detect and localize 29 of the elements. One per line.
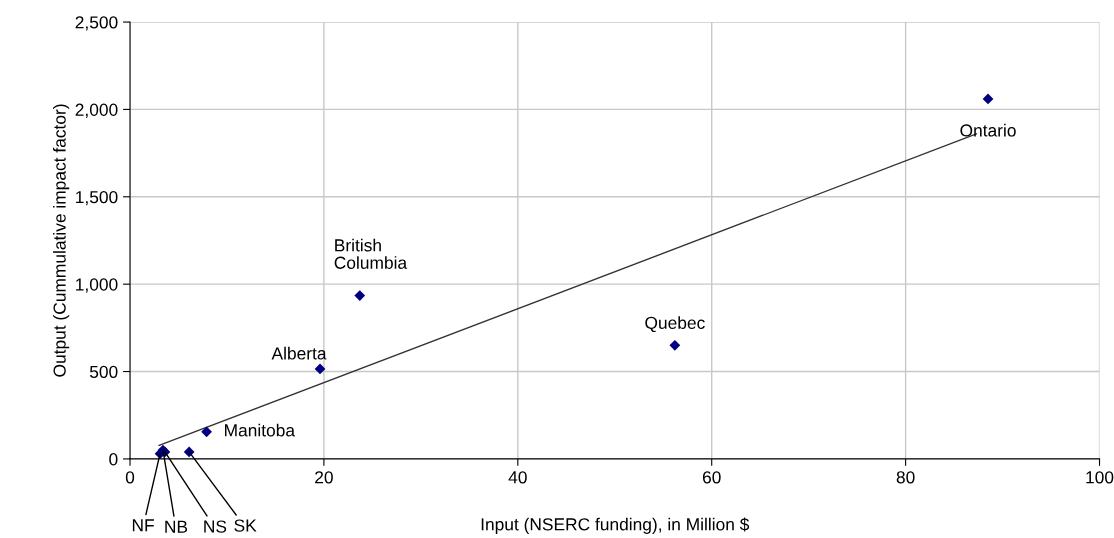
- annotation: NF: [132, 519, 154, 532]
- point: [354, 290, 366, 301]
- x-tick-label: 80: [896, 471, 915, 484]
- y-tick-label: 500: [89, 365, 118, 378]
- y-tick-label: 1,000: [76, 278, 118, 293]
- annotation: NB: [165, 520, 188, 533]
- point: [982, 93, 994, 105]
- annotation: Manitoba: [225, 423, 296, 437]
- x-tick-label: 100: [1086, 471, 1114, 484]
- x-axis-title: Input (NSERC funding), in Million $: [481, 517, 750, 534]
- point: [669, 339, 681, 351]
- point: [183, 446, 195, 458]
- y-tick-label: 0: [109, 453, 118, 466]
- y-tick-label: 2,000: [75, 103, 118, 118]
- x-tick-label: 60: [702, 471, 721, 484]
- annotation: Quebec: [645, 316, 705, 333]
- annotation: Alberta: [271, 346, 327, 360]
- y-tick-label: 1,500: [76, 190, 118, 206]
- x-tick-label: 40: [508, 471, 527, 484]
- annotation: British Columbia: [334, 238, 408, 269]
- x-tick-label: 20: [315, 471, 333, 484]
- y-axis-title: Output (Cummulative impact factor): [53, 104, 70, 377]
- annotation: SK: [234, 519, 257, 532]
- point: [201, 426, 212, 438]
- y-tick-label: 2,500: [75, 16, 118, 31]
- annotation: NS: [204, 520, 227, 533]
- annotation: Ontario: [960, 123, 1016, 137]
- point: [314, 363, 326, 375]
- x-tick-label: 0: [125, 471, 135, 484]
